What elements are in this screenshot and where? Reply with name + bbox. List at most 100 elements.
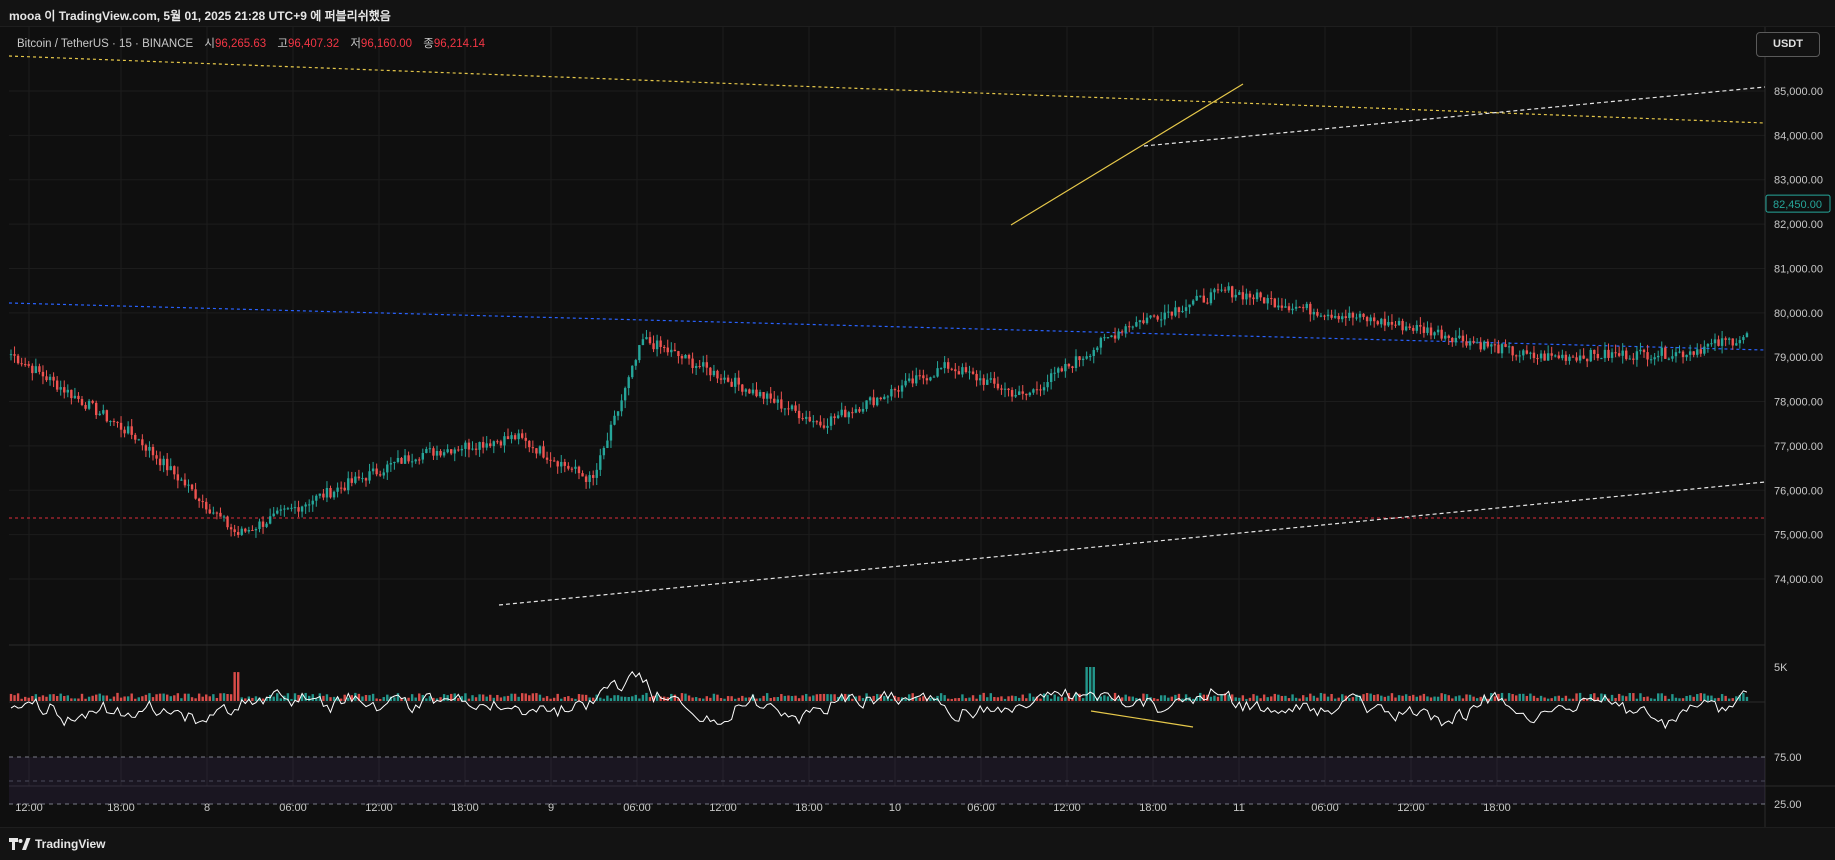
volume-bar — [439, 697, 442, 701]
currency-button[interactable]: USDT — [1756, 32, 1820, 57]
candle-body — [1607, 349, 1610, 358]
candle-body — [1557, 355, 1560, 359]
candle-body — [386, 464, 389, 473]
candle-body — [1270, 298, 1273, 300]
volume-bar — [116, 692, 119, 701]
candle-body — [1735, 343, 1738, 346]
time-tick: 11 — [1233, 802, 1244, 814]
candle-body — [900, 385, 904, 392]
rsi-divergence-line — [1090, 710, 1194, 728]
volume-bar — [489, 694, 492, 701]
candle-body — [350, 478, 353, 483]
chart-area[interactable]: 85,000.00 84,000.00 83,000.00 82,000.00 81,0… — [9, 27, 1835, 827]
candle-body — [790, 405, 794, 410]
volume-bar — [1113, 692, 1117, 701]
volume-bar — [1277, 694, 1280, 701]
volume-bar — [141, 696, 144, 701]
volume-bar — [1078, 693, 1081, 701]
volume-bar — [496, 694, 499, 701]
volume-bar — [1213, 695, 1216, 701]
candle-body — [368, 471, 371, 481]
volume-bar — [364, 694, 368, 701]
volume-bar — [623, 696, 627, 701]
candle-body — [592, 475, 595, 478]
volume-bar — [1667, 698, 1671, 701]
price-tick: 78,000.00 — [1774, 397, 1823, 409]
candle-body — [528, 440, 531, 448]
candle-body — [1273, 298, 1276, 308]
volume-bar — [645, 692, 648, 701]
candle-body — [1593, 349, 1596, 354]
candle-body — [556, 461, 559, 467]
candle-body — [929, 377, 932, 381]
volume-bar — [1713, 698, 1717, 701]
volume-bar — [173, 695, 176, 701]
candle-body — [485, 443, 488, 448]
volume-bar — [1323, 693, 1326, 701]
volume-bar — [499, 697, 503, 701]
volume-bar — [911, 693, 914, 701]
candle-body — [1145, 317, 1149, 324]
volume-bar — [311, 694, 314, 701]
volume-bar — [1291, 694, 1294, 701]
candle-body — [1128, 326, 1131, 328]
candle-body — [822, 425, 826, 428]
candle-body — [361, 478, 364, 480]
volume-bar — [1575, 693, 1578, 701]
volume-bar — [1500, 692, 1504, 701]
candle-body — [570, 468, 574, 470]
volume-bar — [1394, 697, 1397, 701]
candle-body — [382, 472, 385, 476]
volume-bar — [1401, 695, 1404, 701]
tradingview-logo[interactable]: TradingView — [9, 837, 105, 851]
candle-body — [996, 383, 1000, 389]
candle-body — [986, 379, 989, 385]
volume-bar — [1426, 696, 1429, 701]
volume-bar — [1255, 695, 1259, 701]
volume-bar — [77, 698, 80, 701]
volume-bar — [954, 698, 957, 701]
volume-bar — [467, 698, 471, 701]
candle-body — [194, 489, 197, 499]
volume-bar — [1000, 696, 1003, 701]
volume-bar — [780, 694, 783, 701]
volume-bar — [1617, 693, 1621, 701]
candle-body — [1120, 331, 1124, 333]
candle-body — [851, 412, 854, 414]
volume-bar — [584, 694, 588, 701]
volume-bar — [1266, 697, 1269, 701]
candle-body — [687, 355, 691, 359]
volume-bar — [336, 697, 339, 701]
time-axis[interactable]: 12:00 18:00 8 06:00 12:00 18:00 9 06:00 12:00 18:… — [15, 802, 1511, 814]
candle-body — [1610, 352, 1614, 358]
symbol-legend[interactable]: Bitcoin / TetherUS · 15 · BINANCE 시96,26… — [17, 35, 485, 51]
volume-bar — [627, 696, 630, 701]
candle-body — [1586, 358, 1589, 362]
drawings[interactable] — [9, 55, 1766, 728]
volume-bar — [1362, 694, 1365, 701]
volume-bar — [1163, 695, 1166, 701]
candle-body — [1220, 289, 1223, 291]
volume-bar — [730, 696, 733, 701]
volume-bar — [978, 694, 982, 701]
volume-bar — [1397, 695, 1401, 701]
candle-body — [698, 365, 701, 367]
candle-body — [1461, 335, 1465, 342]
symbol-name[interactable]: Bitcoin / TetherUS · 15 · BINANCE — [17, 38, 194, 50]
price-axis[interactable]: 85,000.00 84,000.00 83,000.00 82,000.00 81,0… — [1774, 86, 1823, 586]
candle-body — [66, 389, 69, 393]
candle-body — [1284, 306, 1287, 308]
volume-bar — [87, 696, 91, 701]
chart-canvas[interactable]: 85,000.00 84,000.00 83,000.00 82,000.00 81,0… — [9, 27, 1835, 827]
candle-body — [112, 421, 116, 423]
volume-bar — [59, 693, 62, 701]
candles — [9, 282, 1749, 538]
candle-body — [1568, 356, 1571, 361]
candle-body — [1167, 311, 1170, 313]
volume-bar — [915, 696, 918, 701]
candle-body — [1522, 350, 1525, 356]
volume-bar — [1703, 693, 1706, 701]
candle-body — [915, 375, 918, 384]
volume-bar — [297, 694, 300, 701]
candle-body — [1373, 317, 1376, 322]
